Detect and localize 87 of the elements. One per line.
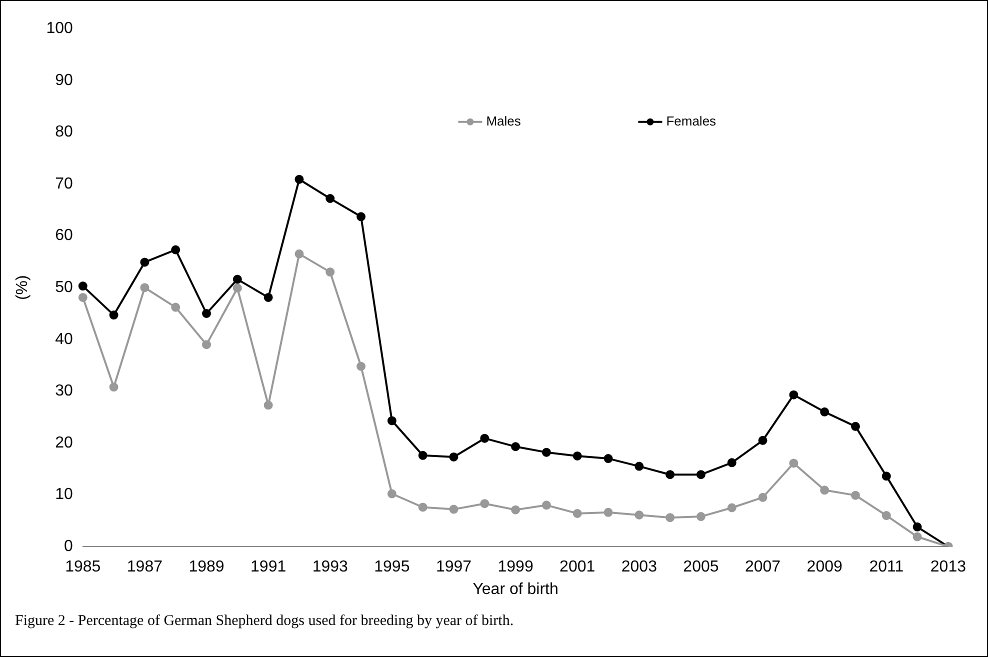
point [696, 470, 706, 480]
point [449, 452, 458, 462]
point [449, 504, 458, 514]
point [202, 309, 212, 318]
point [418, 502, 428, 512]
x-tick-label: 2011 [869, 558, 904, 576]
point [696, 512, 706, 522]
point [882, 511, 891, 520]
legend-label: Males [486, 113, 522, 128]
x-tick-label: 2001 [560, 558, 596, 576]
point [634, 462, 644, 471]
point [480, 499, 490, 508]
y-tick-label: 40 [55, 330, 73, 348]
point [666, 513, 675, 522]
point [727, 503, 736, 512]
point [480, 434, 490, 443]
point [912, 532, 922, 542]
x-tick-label: 2009 [806, 558, 842, 576]
x-tick-label: 2005 [683, 558, 719, 576]
x-axis-title: Year of birth [472, 580, 558, 598]
point [789, 390, 798, 400]
y-tick-label: 30 [55, 382, 73, 400]
point [356, 362, 366, 371]
point [666, 470, 675, 480]
y-tick-label: 10 [55, 486, 73, 504]
point [232, 284, 242, 293]
point [511, 505, 520, 514]
y-axis-title: (%) [14, 275, 32, 300]
point [140, 258, 150, 267]
x-tick-label: 1989 [188, 558, 224, 576]
y-tick-label: 20 [55, 434, 73, 452]
point [604, 508, 613, 517]
x-tick-label: 2003 [621, 558, 658, 576]
point [634, 510, 644, 520]
point [572, 451, 582, 460]
point [511, 442, 520, 452]
y-tick-label: 100 [46, 20, 73, 38]
point [109, 382, 118, 392]
point [232, 274, 242, 284]
point [387, 416, 396, 426]
x-tick-label: 1997 [436, 558, 472, 576]
x-tick-label: 1991 [250, 558, 286, 576]
point [294, 174, 304, 184]
point [294, 249, 304, 258]
x-tick-label: 1985 [65, 558, 101, 576]
legend-label: Females [666, 113, 717, 128]
caption: Figure 2 - Percentage of German Shepherd dogs used for breeding by year of birth. [15, 613, 514, 630]
point [140, 283, 150, 292]
point [758, 436, 768, 445]
point [604, 454, 613, 464]
point [850, 490, 860, 500]
x-tick-label: 1993 [312, 558, 348, 576]
point [326, 268, 335, 277]
point [850, 422, 860, 431]
point [326, 194, 335, 204]
point [109, 310, 118, 320]
point [78, 292, 88, 302]
point [356, 212, 366, 222]
point [171, 245, 180, 254]
point [542, 500, 551, 510]
y-tick-label: 70 [55, 175, 73, 192]
y-tick-label: 50 [55, 279, 73, 296]
y-tick-label: 60 [55, 227, 73, 244]
point [572, 508, 582, 518]
point [820, 486, 830, 495]
point [418, 450, 428, 460]
x-tick-label: 1995 [374, 558, 410, 576]
y-tick-label: 80 [55, 124, 73, 141]
point [542, 448, 551, 457]
point [202, 340, 212, 350]
point [78, 282, 88, 291]
x-tick-label: 1999 [498, 558, 534, 576]
point [264, 292, 273, 302]
point [882, 472, 891, 481]
point [171, 302, 180, 312]
x-tick-label: 1987 [126, 558, 163, 576]
x-tick-label: 2013 [930, 558, 966, 576]
y-tick-label: 90 [55, 72, 73, 89]
point [758, 492, 768, 502]
point [912, 522, 922, 532]
point [264, 400, 273, 410]
point [727, 458, 736, 468]
point [387, 489, 396, 498]
point [820, 407, 830, 416]
y-tick-label: 0 [64, 538, 73, 556]
x-tick-label: 2007 [744, 558, 781, 576]
point [789, 458, 798, 468]
